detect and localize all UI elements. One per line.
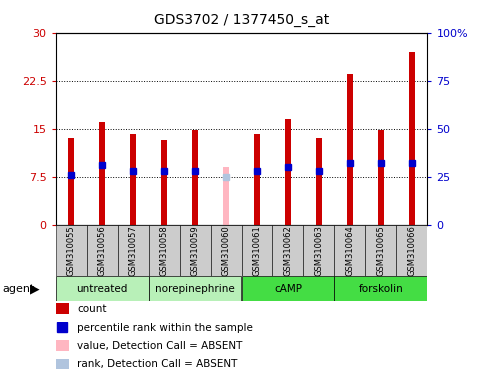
Text: count: count (77, 304, 107, 314)
Bar (117, 225, 149, 276)
Bar (334, 276, 427, 301)
Bar (223, 167, 229, 225)
Text: norepinephrine: norepinephrine (155, 284, 235, 294)
Text: agent: agent (2, 284, 35, 294)
Bar (56, 276, 149, 301)
Text: forskolin: forskolin (358, 284, 403, 294)
Text: percentile rank within the sample: percentile rank within the sample (77, 323, 253, 333)
Text: GDS3702 / 1377450_s_at: GDS3702 / 1377450_s_at (154, 13, 329, 27)
Bar (285, 119, 291, 225)
Bar (56, 225, 86, 276)
Bar (378, 130, 384, 225)
Bar (409, 52, 415, 225)
Text: ▶: ▶ (30, 283, 40, 295)
Text: value, Detection Call = ABSENT: value, Detection Call = ABSENT (77, 341, 242, 351)
Bar (161, 140, 167, 225)
Bar (316, 138, 322, 225)
Text: GSM310061: GSM310061 (253, 225, 261, 276)
Bar (86, 225, 117, 276)
Text: GSM310066: GSM310066 (408, 225, 416, 276)
Bar (347, 74, 353, 225)
Bar (130, 134, 136, 225)
Bar (254, 134, 260, 225)
Bar (272, 225, 303, 276)
Bar (149, 276, 242, 301)
Bar (180, 225, 211, 276)
Bar (242, 225, 272, 276)
Bar (149, 225, 180, 276)
Bar (211, 225, 242, 276)
Text: untreated: untreated (76, 284, 128, 294)
Bar (99, 122, 105, 225)
Bar (68, 138, 74, 225)
Text: GSM310060: GSM310060 (222, 225, 230, 276)
Text: GSM310062: GSM310062 (284, 225, 293, 276)
Text: GSM310058: GSM310058 (159, 225, 169, 276)
Bar (366, 225, 397, 276)
Text: GSM310057: GSM310057 (128, 225, 138, 276)
Text: GSM310063: GSM310063 (314, 225, 324, 276)
Bar (334, 225, 366, 276)
Text: cAMP: cAMP (274, 284, 302, 294)
Text: GSM310065: GSM310065 (376, 225, 385, 276)
Bar (397, 225, 427, 276)
Bar (192, 130, 198, 225)
Text: GSM310064: GSM310064 (345, 225, 355, 276)
Text: rank, Detection Call = ABSENT: rank, Detection Call = ABSENT (77, 359, 238, 369)
Bar (242, 276, 334, 301)
Text: GSM310056: GSM310056 (98, 225, 107, 276)
Text: GSM310059: GSM310059 (190, 225, 199, 276)
Bar (303, 225, 334, 276)
Text: GSM310055: GSM310055 (67, 225, 75, 276)
